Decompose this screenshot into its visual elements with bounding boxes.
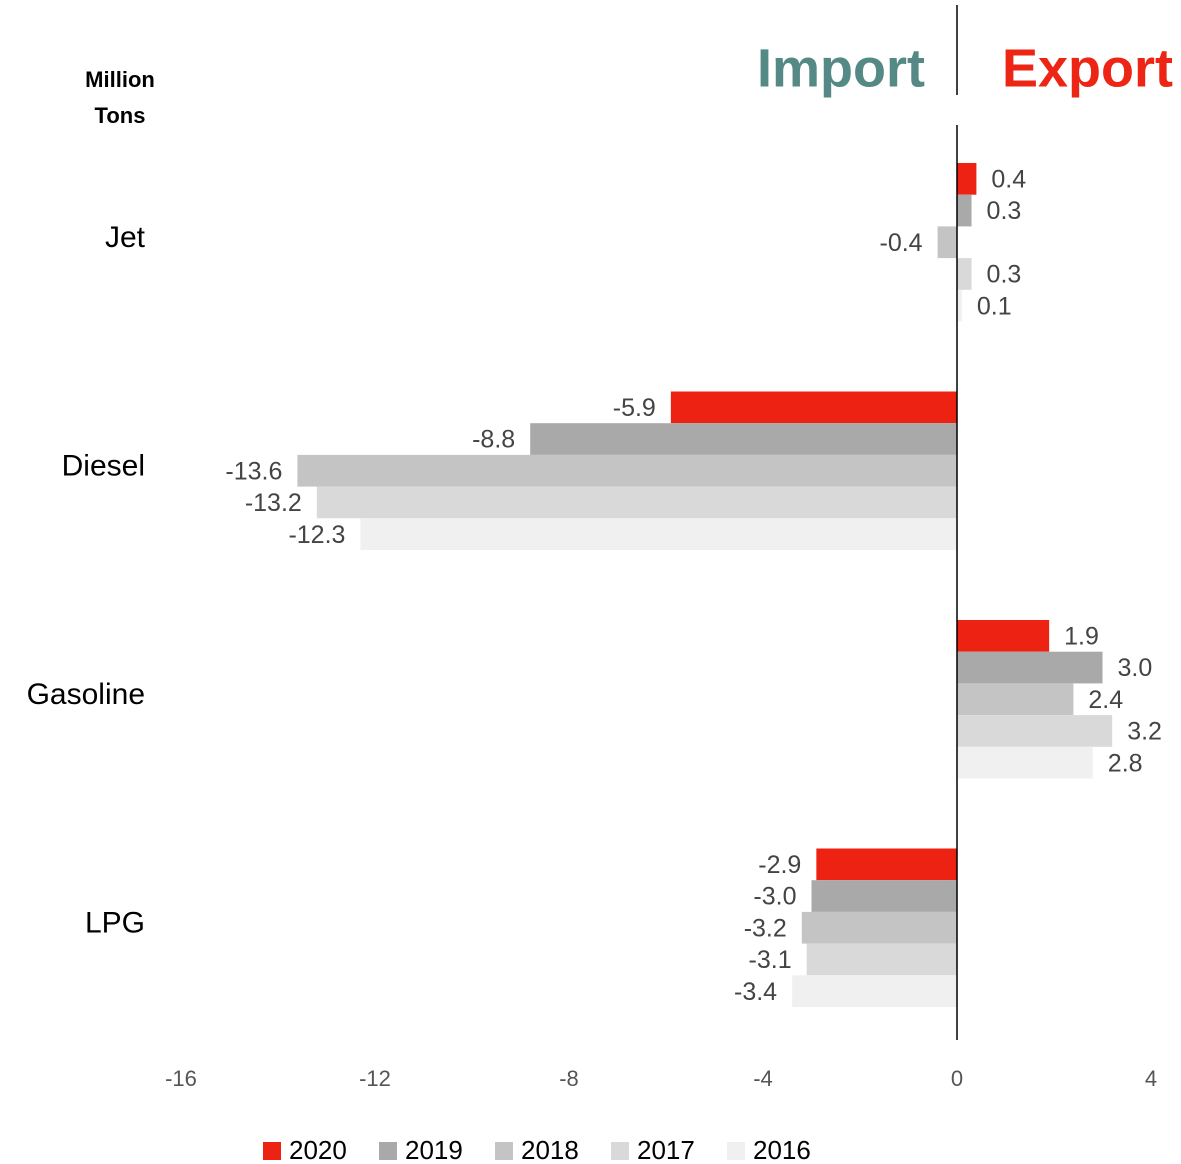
bar [670, 391, 957, 424]
x-tick-label: -4 [753, 1066, 773, 1091]
category-label: Jet [105, 221, 146, 254]
value-label: -13.6 [225, 457, 282, 485]
x-tick-label: -8 [559, 1066, 579, 1091]
legend-label: 2019 [405, 1135, 463, 1164]
category-label: LPG [85, 907, 145, 940]
x-tick-label: 4 [1145, 1066, 1157, 1091]
bar [957, 258, 972, 290]
legend-label: 2017 [637, 1135, 695, 1164]
value-label: 1.9 [1064, 622, 1099, 650]
legend-label: 2020 [289, 1135, 347, 1164]
bar [957, 683, 1074, 716]
value-label: -3.0 [753, 883, 796, 911]
legend-swatch [611, 1142, 629, 1160]
value-label: 2.8 [1108, 749, 1143, 777]
bar [811, 880, 957, 912]
value-label: 0.1 [977, 292, 1012, 320]
x-tick-label: -12 [359, 1066, 391, 1091]
value-label: 0.3 [987, 261, 1022, 289]
bar [957, 163, 977, 195]
axis-label: Million Tons [85, 67, 155, 128]
value-label: -12.3 [288, 521, 345, 549]
bar [806, 943, 957, 976]
bar [957, 651, 1103, 684]
legend-swatch [379, 1142, 397, 1160]
bar [937, 226, 957, 259]
x-tick-label: 0 [951, 1066, 963, 1091]
value-label: 3.2 [1127, 718, 1162, 746]
bar [957, 715, 1113, 747]
bar [792, 975, 957, 1007]
bar [957, 289, 962, 322]
value-label: 2.4 [1088, 686, 1123, 714]
value-label: -2.9 [758, 851, 801, 879]
value-label: -13.2 [245, 489, 302, 517]
legend-swatch [727, 1142, 745, 1160]
annotation: Import [757, 38, 925, 98]
bar [957, 620, 1050, 652]
legend-label: 2018 [521, 1135, 579, 1164]
bar [816, 848, 957, 881]
category-label: Diesel [62, 450, 145, 483]
value-label: -5.9 [613, 394, 656, 422]
category-label: Gasoline [27, 678, 145, 711]
legend-swatch [495, 1142, 513, 1160]
bar [530, 423, 957, 455]
value-label: 0.3 [987, 197, 1022, 225]
bar [360, 518, 957, 550]
bar [801, 911, 957, 944]
value-label: -8.8 [472, 426, 515, 454]
value-label: -3.1 [749, 946, 792, 974]
value-label: 3.0 [1118, 654, 1153, 682]
value-label: 0.4 [991, 165, 1026, 193]
bar [297, 454, 957, 487]
x-tick-label: -16 [165, 1066, 197, 1091]
bar [316, 486, 957, 519]
value-label: -3.4 [734, 978, 777, 1006]
value-label: -0.4 [880, 229, 923, 257]
bar [957, 194, 972, 227]
value-label: -3.2 [744, 914, 787, 942]
legend-label: 2016 [753, 1135, 811, 1164]
annotation: Export [1002, 38, 1173, 98]
bar [957, 746, 1093, 779]
legend-swatch [263, 1142, 281, 1160]
